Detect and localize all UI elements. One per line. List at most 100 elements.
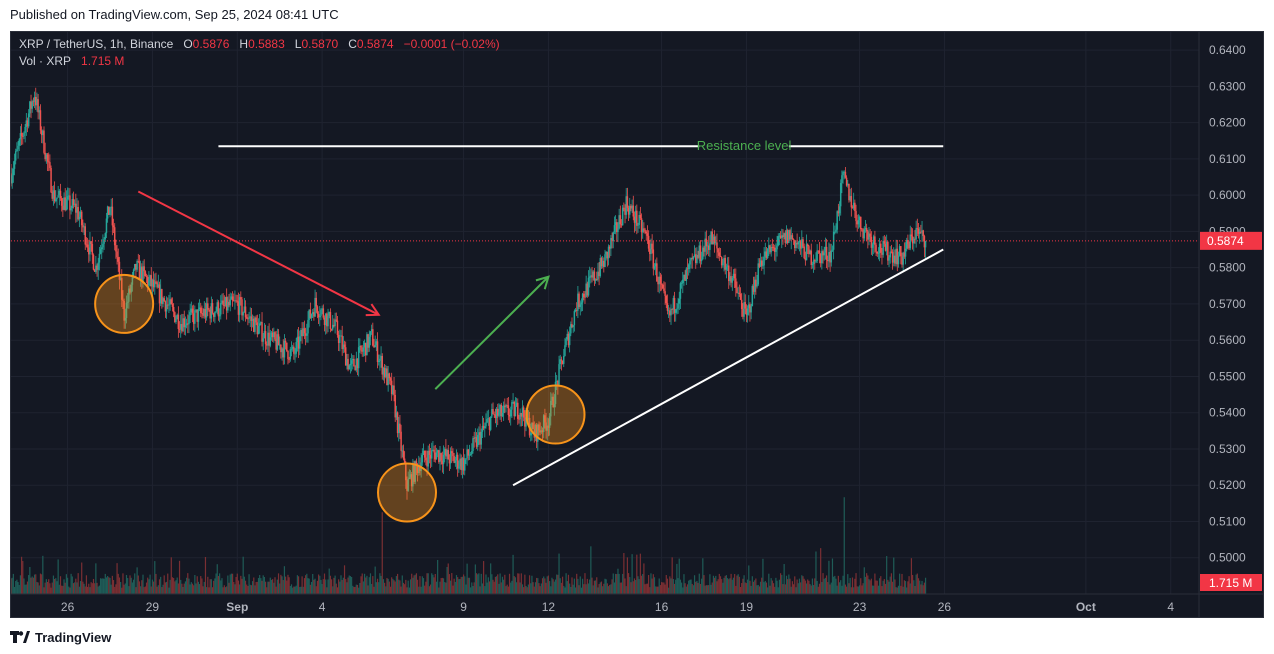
candle-body <box>479 432 481 445</box>
volume-bar <box>468 577 471 594</box>
candle-body <box>238 297 241 315</box>
volume-bar <box>96 582 98 594</box>
candle-body <box>650 243 652 255</box>
candle-body <box>535 425 538 442</box>
volume-bar <box>272 579 274 594</box>
candle-body <box>487 418 490 420</box>
volume-bar <box>459 579 461 594</box>
legend-volume-label[interactable]: Vol · XRP <box>19 54 72 68</box>
volume-bar <box>822 573 824 594</box>
volume-bar <box>538 583 540 594</box>
volume-bar <box>320 579 322 594</box>
volume-bar <box>497 574 499 594</box>
volume-bar <box>764 580 766 594</box>
candle-body <box>402 450 405 459</box>
candle-body <box>112 225 115 228</box>
candle-body <box>639 215 642 219</box>
candle-body <box>882 240 884 255</box>
volume-bar <box>462 574 465 594</box>
volume-bar <box>248 574 250 594</box>
candle-body <box>491 408 493 417</box>
volume-bar <box>642 574 644 594</box>
candle-body <box>918 231 921 234</box>
volume-bar <box>871 585 874 594</box>
volume-bar <box>503 579 505 594</box>
candle-body <box>905 239 908 249</box>
candle-body <box>400 431 402 451</box>
volume-bar <box>560 582 562 594</box>
candle-body <box>711 231 713 245</box>
candle-body <box>111 206 114 226</box>
volume-bar <box>393 580 395 594</box>
candle-body <box>254 317 256 332</box>
candle-body <box>247 318 249 320</box>
candle-body <box>454 460 457 463</box>
volume-bar <box>612 573 614 594</box>
candle-body <box>473 438 475 439</box>
volume-bar <box>336 587 339 594</box>
volume-bar <box>696 580 698 594</box>
candle-body <box>548 416 551 428</box>
volume-bar <box>809 584 811 594</box>
volume-bar <box>902 586 904 594</box>
candle-body <box>64 197 66 211</box>
volume-bar <box>866 573 868 594</box>
candle-body <box>242 312 244 316</box>
volume-bar <box>435 581 438 594</box>
candle-body <box>792 239 795 241</box>
candle-body <box>271 332 274 338</box>
candle-body <box>218 314 221 317</box>
volume-bar <box>795 587 797 594</box>
candle-body <box>617 228 619 233</box>
volume-bar <box>388 581 390 594</box>
candle-body <box>814 260 816 262</box>
chart-frame[interactable]: Resistance level 0.6400 0.6300 0.6200 0.6100… <box>10 31 1264 618</box>
volume-bar <box>369 573 372 594</box>
candle-body <box>828 252 830 262</box>
volume-bar <box>243 576 245 594</box>
candle-body <box>618 215 620 229</box>
volume-bar <box>78 586 80 594</box>
legend-symbol[interactable]: XRP / TetherUS, 1h, Binance <box>19 37 174 51</box>
candle-body <box>664 291 666 296</box>
volume-bar <box>611 579 613 594</box>
volume-bar <box>652 574 654 594</box>
volume-bar <box>483 561 485 594</box>
volume-bar <box>88 583 90 594</box>
volume-bar <box>919 580 921 594</box>
volume-bar <box>706 585 709 594</box>
volume-bar <box>169 579 171 594</box>
volume-bar <box>873 585 875 594</box>
candle-body <box>534 425 537 438</box>
volume-bar <box>605 579 607 594</box>
candle-body <box>591 275 593 278</box>
candle-body <box>656 263 658 282</box>
x-tick-label: 4 <box>319 600 326 614</box>
volume-bar <box>479 586 481 594</box>
volume-bar <box>239 584 241 594</box>
volume-bar <box>431 573 433 594</box>
volume-bar <box>384 582 386 594</box>
candle-body <box>698 245 701 258</box>
candle-body <box>250 316 253 322</box>
candle-body <box>217 302 220 317</box>
volume-bar <box>252 581 254 594</box>
volume-bar <box>572 584 574 594</box>
candle-body <box>923 236 926 248</box>
candle-body <box>104 233 107 240</box>
candle-body <box>138 261 141 280</box>
candle-body <box>573 311 576 326</box>
volume-bar <box>150 586 152 594</box>
volume-bar <box>103 578 105 594</box>
candle-body <box>472 438 474 452</box>
volume-bar <box>594 580 597 594</box>
candle-body <box>99 249 102 254</box>
volume-bar <box>780 573 782 594</box>
candlestick-chart[interactable]: Resistance level0.64000.63000.62000.6100… <box>11 32 1263 617</box>
volume-bar <box>752 581 755 594</box>
candle-body <box>353 358 355 367</box>
volume-bar <box>743 575 745 594</box>
candle-body <box>306 333 308 336</box>
candle-body <box>27 113 30 127</box>
volume-bar <box>223 585 225 594</box>
